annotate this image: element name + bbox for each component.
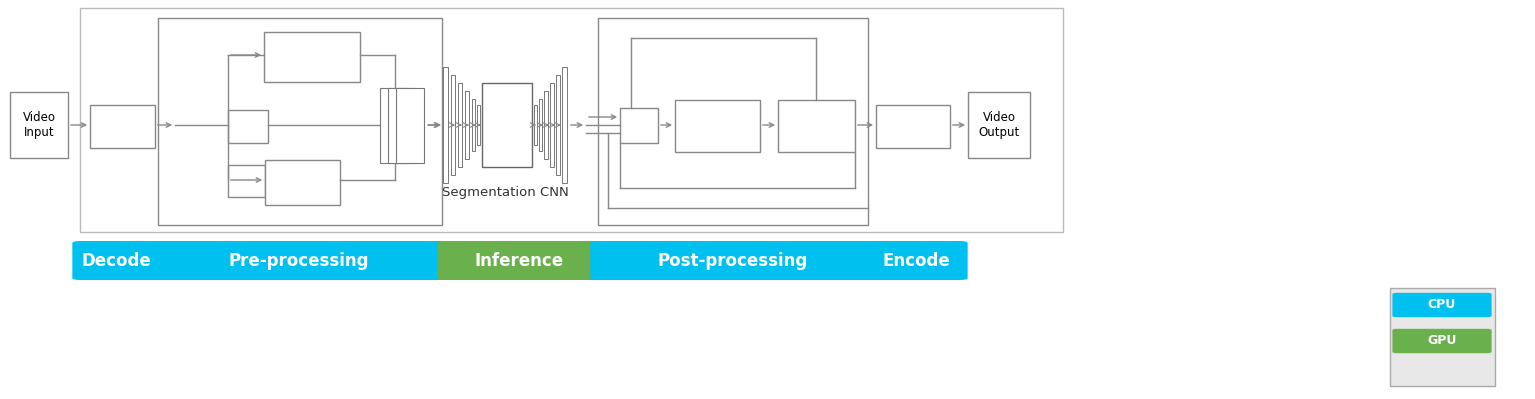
Bar <box>550 83 554 167</box>
Bar <box>457 83 462 167</box>
FancyBboxPatch shape <box>437 241 600 280</box>
Bar <box>620 108 659 143</box>
Text: Inference: Inference <box>474 251 563 269</box>
Text: Decode: Decode <box>81 251 152 269</box>
Text: GPU: GPU <box>1428 334 1457 348</box>
Bar <box>444 67 448 183</box>
Bar <box>264 32 361 82</box>
Text: Video
Output: Video Output <box>978 111 1019 139</box>
Bar <box>229 165 266 197</box>
Bar <box>477 105 480 145</box>
Text: Encode: Encode <box>883 251 950 269</box>
Bar <box>562 67 566 183</box>
Text: CPU: CPU <box>1428 298 1457 312</box>
FancyBboxPatch shape <box>1392 329 1492 353</box>
Bar <box>91 105 155 148</box>
Bar <box>534 105 537 145</box>
FancyBboxPatch shape <box>864 241 967 280</box>
Bar <box>1391 288 1495 386</box>
Bar <box>11 92 68 158</box>
Bar <box>465 91 470 159</box>
FancyBboxPatch shape <box>72 241 161 280</box>
Bar <box>80 8 1064 232</box>
FancyBboxPatch shape <box>591 241 875 280</box>
Bar <box>556 75 560 175</box>
Text: Pre-processing: Pre-processing <box>229 251 370 269</box>
Bar <box>396 88 424 163</box>
Text: Video
Input: Video Input <box>23 111 55 139</box>
Bar <box>675 100 760 152</box>
Bar <box>451 75 454 175</box>
Bar <box>388 88 416 163</box>
Bar <box>482 83 533 167</box>
Bar <box>158 18 442 225</box>
Bar <box>539 99 542 151</box>
Bar <box>599 18 867 225</box>
Text: Post-processing: Post-processing <box>657 251 807 269</box>
FancyBboxPatch shape <box>150 241 448 280</box>
Bar <box>471 99 474 151</box>
Bar <box>543 91 548 159</box>
Bar <box>229 110 269 143</box>
Bar <box>266 160 339 205</box>
Bar <box>969 92 1030 158</box>
Bar <box>778 100 855 152</box>
Bar <box>876 105 950 148</box>
FancyBboxPatch shape <box>1392 293 1492 317</box>
Text: Segmentation CNN: Segmentation CNN <box>442 186 568 200</box>
Bar <box>381 88 408 163</box>
